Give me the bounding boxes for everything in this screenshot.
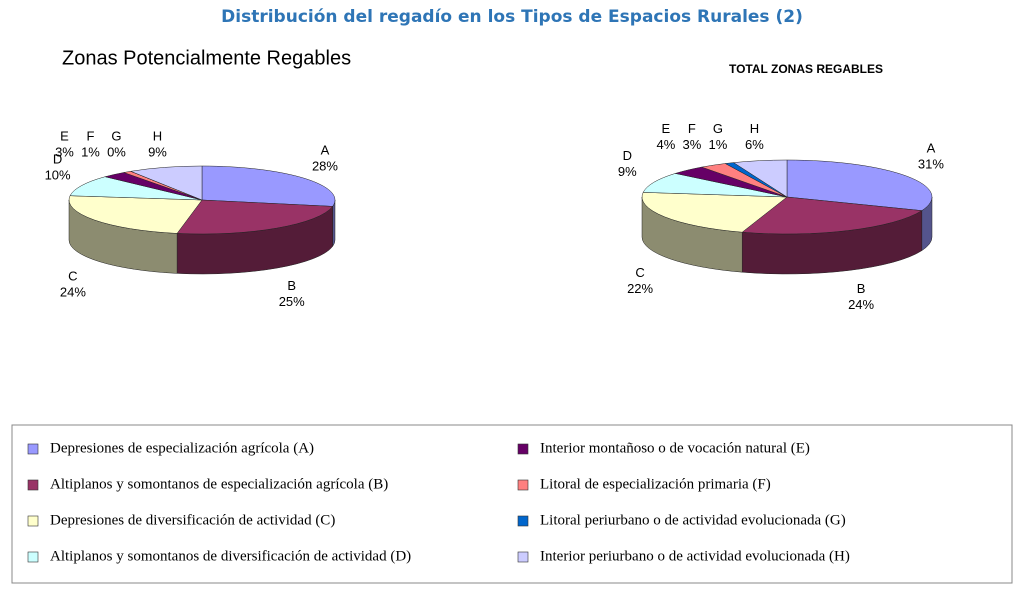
pie-slice xyxy=(201,165,336,207)
pie-slice xyxy=(741,196,923,235)
pie-value-label: 3% xyxy=(55,145,74,160)
legend-label: Depresiones de diversificación de activi… xyxy=(50,512,335,528)
pie-category-label: C xyxy=(68,268,77,283)
pie-slice xyxy=(732,159,788,198)
pie-value-label: 28% xyxy=(312,158,338,173)
pie-value-label: 24% xyxy=(60,284,86,299)
pie-value-label: 3% xyxy=(682,137,701,152)
pie-category-label: H xyxy=(153,129,162,144)
pie-slice-side xyxy=(332,199,336,248)
pie-slice xyxy=(642,173,788,198)
pie-category-label: B xyxy=(857,281,866,296)
pie-category-label: E xyxy=(60,129,69,144)
pie-value-label: 1% xyxy=(81,145,100,160)
pie-value-label: 25% xyxy=(279,294,305,309)
pie-value-label: 22% xyxy=(627,281,653,296)
pie-category-label: H xyxy=(750,121,759,136)
pie-value-label: 10% xyxy=(45,167,71,182)
pie-sides xyxy=(641,196,933,275)
pie-category-label: B xyxy=(287,278,296,293)
pie-category-label: C xyxy=(635,265,644,280)
pie-value-label: 31% xyxy=(918,156,944,171)
pie-value-label: 9% xyxy=(148,145,167,160)
legend-swatch xyxy=(27,515,39,527)
legend-swatch xyxy=(517,551,529,563)
pie-category-label: G xyxy=(713,121,723,136)
pie-slice xyxy=(69,176,203,201)
pie-slice xyxy=(68,195,203,234)
pie-slice xyxy=(129,165,203,201)
legend-label: Altiplanos y somontanos de especializaci… xyxy=(50,476,388,492)
pie-tops xyxy=(68,165,336,235)
pie-slice xyxy=(641,192,788,233)
legend-swatch xyxy=(27,443,39,455)
pie-category-label: F xyxy=(688,121,696,136)
pie-value-label: 9% xyxy=(618,164,637,179)
page-title: Distribución del regadío en los Tipos de… xyxy=(221,7,803,27)
legend-swatch xyxy=(517,515,529,527)
pie-category-label: D xyxy=(623,148,632,163)
pie-category-label: D xyxy=(53,151,62,166)
pie-tops xyxy=(641,159,933,235)
pie-category-label: F xyxy=(87,129,95,144)
legend-label: Depresiones de especialización agrícola … xyxy=(50,440,314,456)
legend-label: Interior montañoso o de vocación natural… xyxy=(540,440,810,456)
pie-slice xyxy=(176,199,334,235)
pie-value-label: 24% xyxy=(848,297,874,312)
pie-slice xyxy=(786,159,933,211)
legend-swatch xyxy=(27,479,39,491)
legend-label: Litoral periurbano o de actividad evoluc… xyxy=(540,512,846,528)
pie-category-label: E xyxy=(662,121,671,136)
legend-label: Altiplanos y somontanos de diversificaci… xyxy=(50,548,411,564)
legend-swatch xyxy=(517,443,529,455)
legend-box xyxy=(11,424,1013,584)
pie-value-label: 4% xyxy=(656,137,675,152)
chart-title: Zonas Potencialmente Regables xyxy=(62,47,351,69)
legend-swatch xyxy=(27,551,39,563)
pie-category-label: G xyxy=(111,129,121,144)
pie-value-label: 0% xyxy=(107,145,126,160)
legend-label: Litoral de especialización primaria (F) xyxy=(540,476,771,492)
legend-swatch xyxy=(517,479,529,491)
pie-category-label: A xyxy=(927,140,936,155)
chart-title: TOTAL ZONAS REGABLES xyxy=(729,62,883,76)
pie-category-label: A xyxy=(321,142,330,157)
pie-value-label: 1% xyxy=(708,137,727,152)
legend-label: Interior periurbano o de actividad evolu… xyxy=(540,548,850,564)
pie-value-label: 6% xyxy=(745,137,764,152)
